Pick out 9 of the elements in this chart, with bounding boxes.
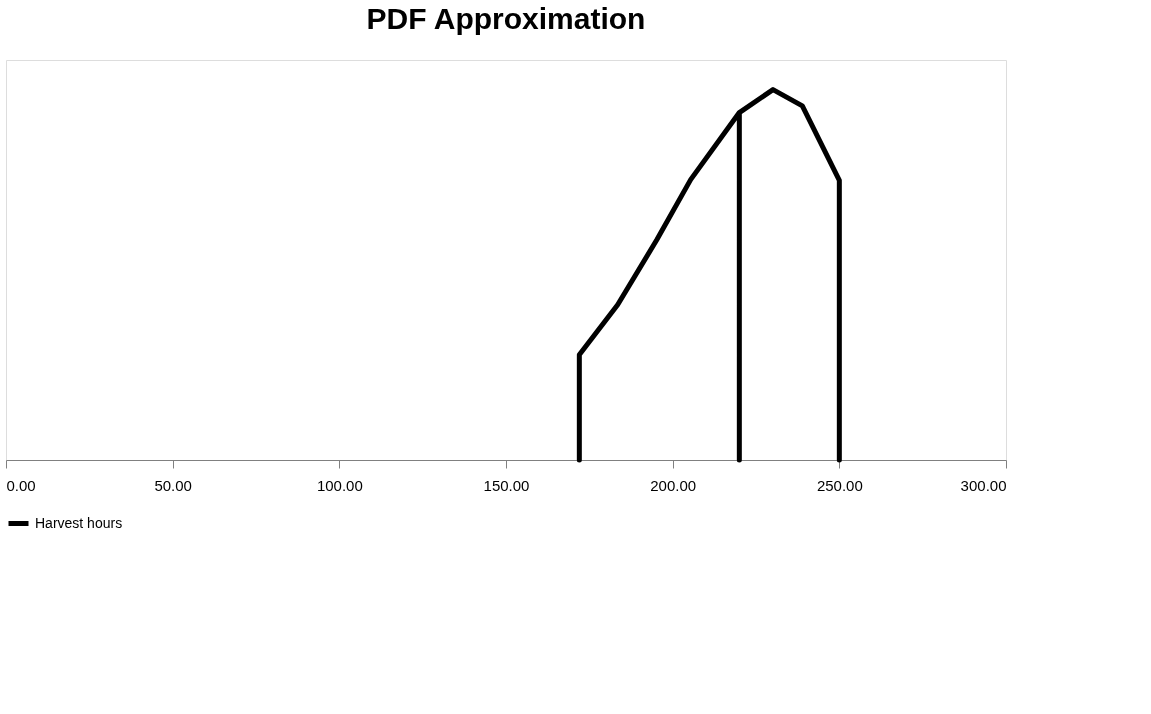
chart-title: PDF Approximation: [366, 2, 646, 35]
x-tick-label: 50.00: [154, 476, 192, 494]
x-tick-label: 150.00: [483, 476, 530, 494]
legend-label: Harvest hours: [35, 514, 123, 531]
x-tick-label: 0.00: [6, 476, 36, 494]
x-tick-label: 200.00: [650, 476, 697, 494]
x-tick-label: 250.00: [816, 476, 863, 494]
x-tick-label: 300.00: [960, 476, 1007, 494]
x-tick-label: 100.00: [316, 476, 363, 494]
